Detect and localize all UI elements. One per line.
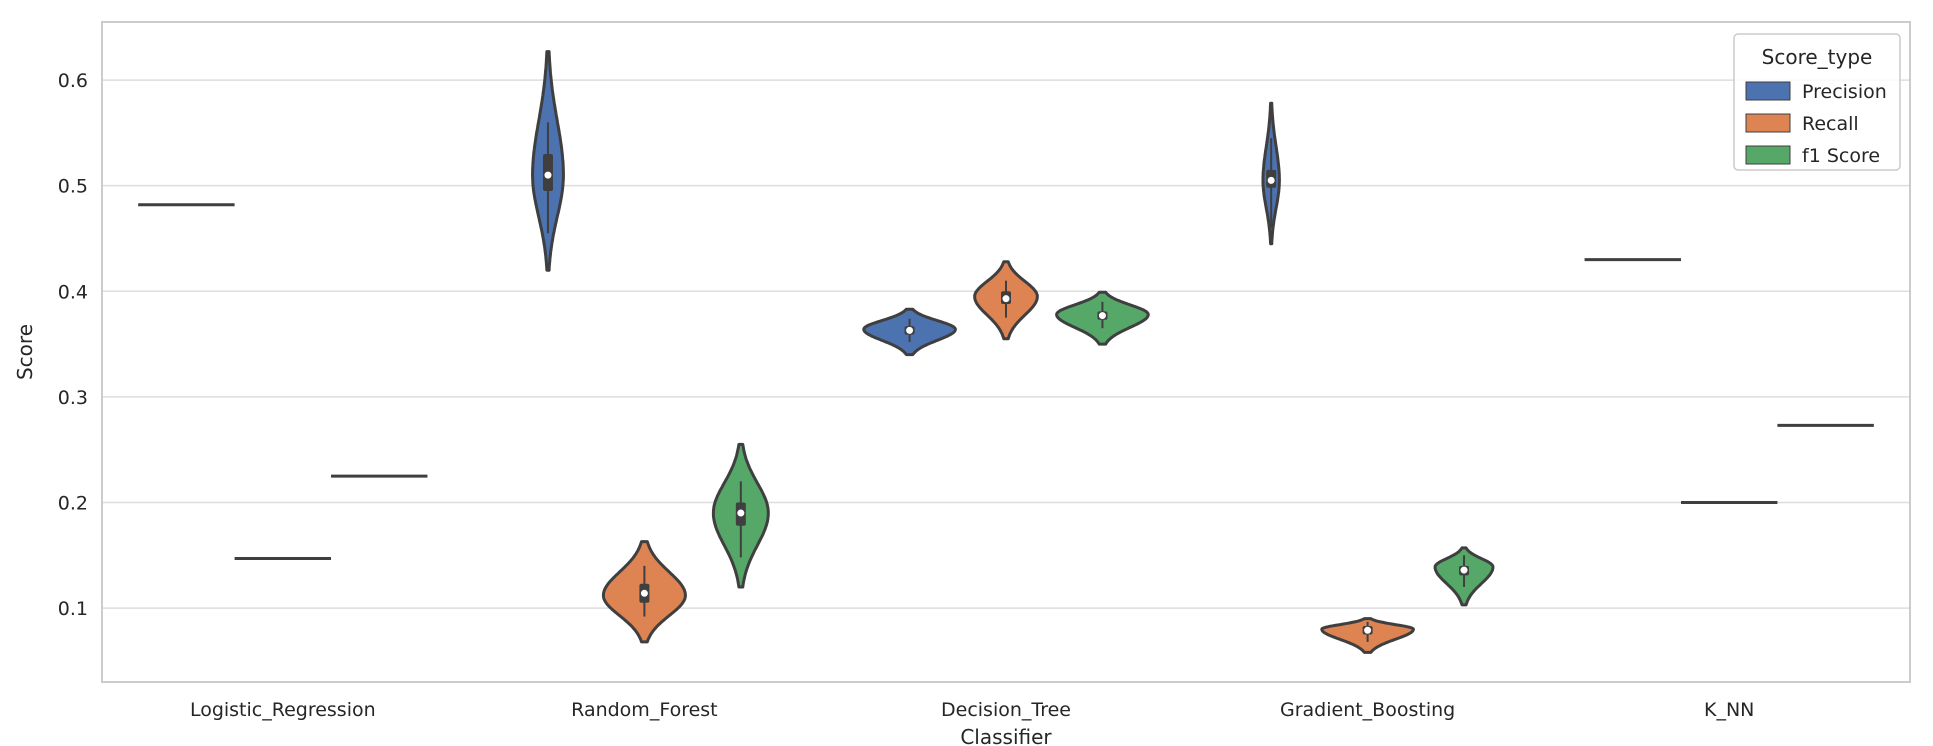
violin-median-0-3 <box>1267 176 1275 184</box>
legend-swatch <box>1745 113 1791 133</box>
legend-swatch <box>1745 81 1791 101</box>
violin-median-1-1 <box>640 589 648 597</box>
x-tick-label: Logistic_Regression <box>190 699 376 721</box>
y-tick-label: 0.1 <box>58 598 88 620</box>
legend-entry-label: Recall <box>1802 113 1859 135</box>
y-tick-labels: 0.1 0.2 0.3 0.4 0.5 0.6 <box>58 70 88 620</box>
violin-median-2-1 <box>737 509 745 517</box>
x-tick-label: Random_Forest <box>571 699 717 721</box>
violin-median-0-1 <box>544 171 552 179</box>
violin-median-2-2 <box>1098 312 1106 320</box>
violins <box>138 50 1874 654</box>
x-tick-label: Decision_Tree <box>941 699 1071 721</box>
x-tick-label: Gradient_Boosting <box>1280 699 1455 721</box>
y-tick-label: 0.4 <box>58 281 88 303</box>
violin-median-1-3 <box>1364 626 1372 634</box>
x-tick-label: K_NN <box>1704 699 1754 721</box>
y-tick-label: 0.5 <box>58 176 88 198</box>
violin-median-0-2 <box>906 326 914 334</box>
y-tick-label: 0.6 <box>58 70 88 92</box>
legend-entries: Precision Recall f1 Score <box>1745 81 1887 167</box>
legend-entry-label: Precision <box>1802 81 1887 103</box>
y-axis-label: Score <box>13 324 37 380</box>
plot-frame <box>101 21 1911 683</box>
violin-median-1-2 <box>1002 295 1010 303</box>
violin-median-2-3 <box>1460 566 1468 574</box>
y-tick-label: 0.2 <box>58 492 88 514</box>
x-tick-labels: Logistic_Regression Random_Forest Decision… <box>190 699 1754 721</box>
x-axis-label: Classifier <box>960 725 1052 746</box>
legend-box <box>1733 33 1901 171</box>
legend: Score_type Precision Recall f1 Score <box>1733 33 1901 171</box>
grid-lines <box>102 79 1910 609</box>
legend-title: Score_type <box>1762 45 1873 69</box>
y-tick-label: 0.3 <box>58 387 88 409</box>
legend-swatch <box>1745 145 1791 165</box>
legend-entry-label: f1 Score <box>1802 145 1880 167</box>
